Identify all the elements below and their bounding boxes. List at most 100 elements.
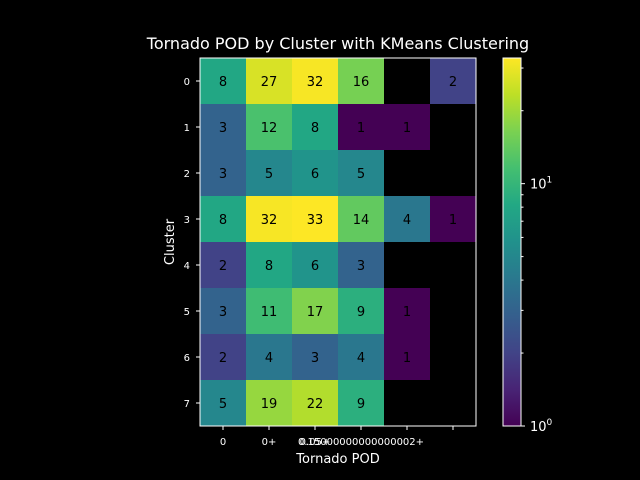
heatmap-cell [430,196,476,242]
cell-value-label: 11 [261,305,278,320]
cell-value-label: 8 [265,259,273,274]
cell-value-label: 33 [307,213,324,228]
cell-value-label: 3 [311,351,319,366]
cell-value-label: 16 [353,75,370,90]
heatmap-cell [338,104,384,150]
y-tick-label: 1 [184,123,190,134]
x-tick-label: 0.15000000000000002+ [298,437,424,448]
y-tick-label: 7 [184,399,190,410]
heatmap-cell [338,380,384,426]
cell-value-label: 19 [261,397,278,412]
cell-value-label: 8 [219,75,227,90]
y-tick-label: 6 [184,353,190,364]
colorbar-ticks: 100 101 [521,67,553,435]
heatmap-cell [338,288,384,334]
heatmap-cell [292,104,338,150]
heatmap-cell [246,58,292,104]
heatmap-cell [200,334,246,380]
x-tick-label: 0.05+ [300,437,331,448]
cell-value-label: 17 [307,305,324,320]
cell-value-label: 9 [357,305,365,320]
heatmap-cell [200,380,246,426]
heatmap-cell [430,58,476,104]
cell-value-label: 3 [219,167,227,182]
cell-value-label: 32 [307,75,324,90]
heatmap-cell [200,242,246,288]
colorbar-tick-label: 101 [530,176,552,193]
heatmap-cell [338,334,384,380]
heatmap-cell [200,104,246,150]
heatmap-cell [292,334,338,380]
heatmap-cell [292,58,338,104]
cell-value-label: 3 [219,121,227,136]
colorbar-tick-label: 100 [530,418,553,435]
cell-value-label: 1 [403,121,411,136]
cell-value-label: 4 [265,351,273,366]
x-tick-label: 0 [220,437,226,448]
y-tick-label: 4 [184,261,190,272]
heatmap-cell [246,104,292,150]
cell-value-label: 14 [353,213,370,228]
heatmap-cell [384,288,430,334]
cell-value-label: 2 [219,351,227,366]
cell-value-label: 2 [219,259,227,274]
heatmap-cell [246,380,292,426]
y-tick-label: 3 [184,215,190,226]
cell-value-label: 5 [357,167,365,182]
cell-value-label: 27 [261,75,278,90]
cell-value-label: 32 [261,213,278,228]
heatmap-cell [200,150,246,196]
y-tick-label: 2 [184,169,190,180]
heatmap-cell [200,58,246,104]
cell-value-label: 1 [403,351,411,366]
heatmap-cell [292,196,338,242]
cell-value-label: 22 [307,397,324,412]
cell-value-label: 8 [219,213,227,228]
cell-value-label: 8 [311,121,319,136]
colorbar [502,57,522,427]
heatmap-cell [246,288,292,334]
heatmap-cell [200,288,246,334]
heatmap-cell [384,334,430,380]
cell-value-label: 5 [219,397,227,412]
cell-value-label: 1 [403,305,411,320]
y-axis-label: Cluster [163,218,178,265]
plot-frame [199,57,477,427]
heatmap-cell [292,242,338,288]
heatmap-cell [338,58,384,104]
heatmap-cell [338,196,384,242]
x-axis-ticks: 0 0+ 0.05+0.15000000000000002+ [220,426,454,448]
cell-value-label: 6 [311,167,319,182]
heatmap-cell [338,242,384,288]
cell-value-label: 9 [357,397,365,412]
heatmap-cell [292,150,338,196]
heatmap-cell [246,196,292,242]
y-tick-label: 0 [184,77,190,88]
cell-value-label: 3 [219,305,227,320]
heatmap-cell [246,150,292,196]
cell-value-label: 4 [403,213,411,228]
cell-value-label: 5 [265,167,273,182]
cell-value-label: 2 [449,75,457,90]
heatmap-cell [200,196,246,242]
cell-value-label: 6 [311,259,319,274]
heatmap-cell [246,334,292,380]
cell-value-label: 12 [261,121,278,136]
cell-value-label: 3 [357,259,365,274]
x-tick-label: 0+ [262,437,277,448]
heatmap-cell [338,150,384,196]
cell-value-label: 1 [357,121,365,136]
y-tick-label: 5 [184,307,190,318]
chart-title: Tornado POD by Cluster with KMeans Clust… [146,34,529,53]
x-axis-label: Tornado POD [295,452,379,467]
cell-value-label: 1 [449,213,457,228]
heatmap-cell [246,242,292,288]
heatmap-cells [200,58,476,426]
y-axis-ticks: 0 1 2 3 4 5 6 7 [184,77,200,410]
heatmap-cell [292,380,338,426]
heatmap-cell-labels: 8 27 32 16 23 12 8 1 13 5 6 58 32 33 14 4 12 8 6 33 11 17 9 12 4… [219,75,457,412]
cell-value-label: 4 [357,351,365,366]
heatmap-cell [384,196,430,242]
heatmap-cell [384,104,430,150]
